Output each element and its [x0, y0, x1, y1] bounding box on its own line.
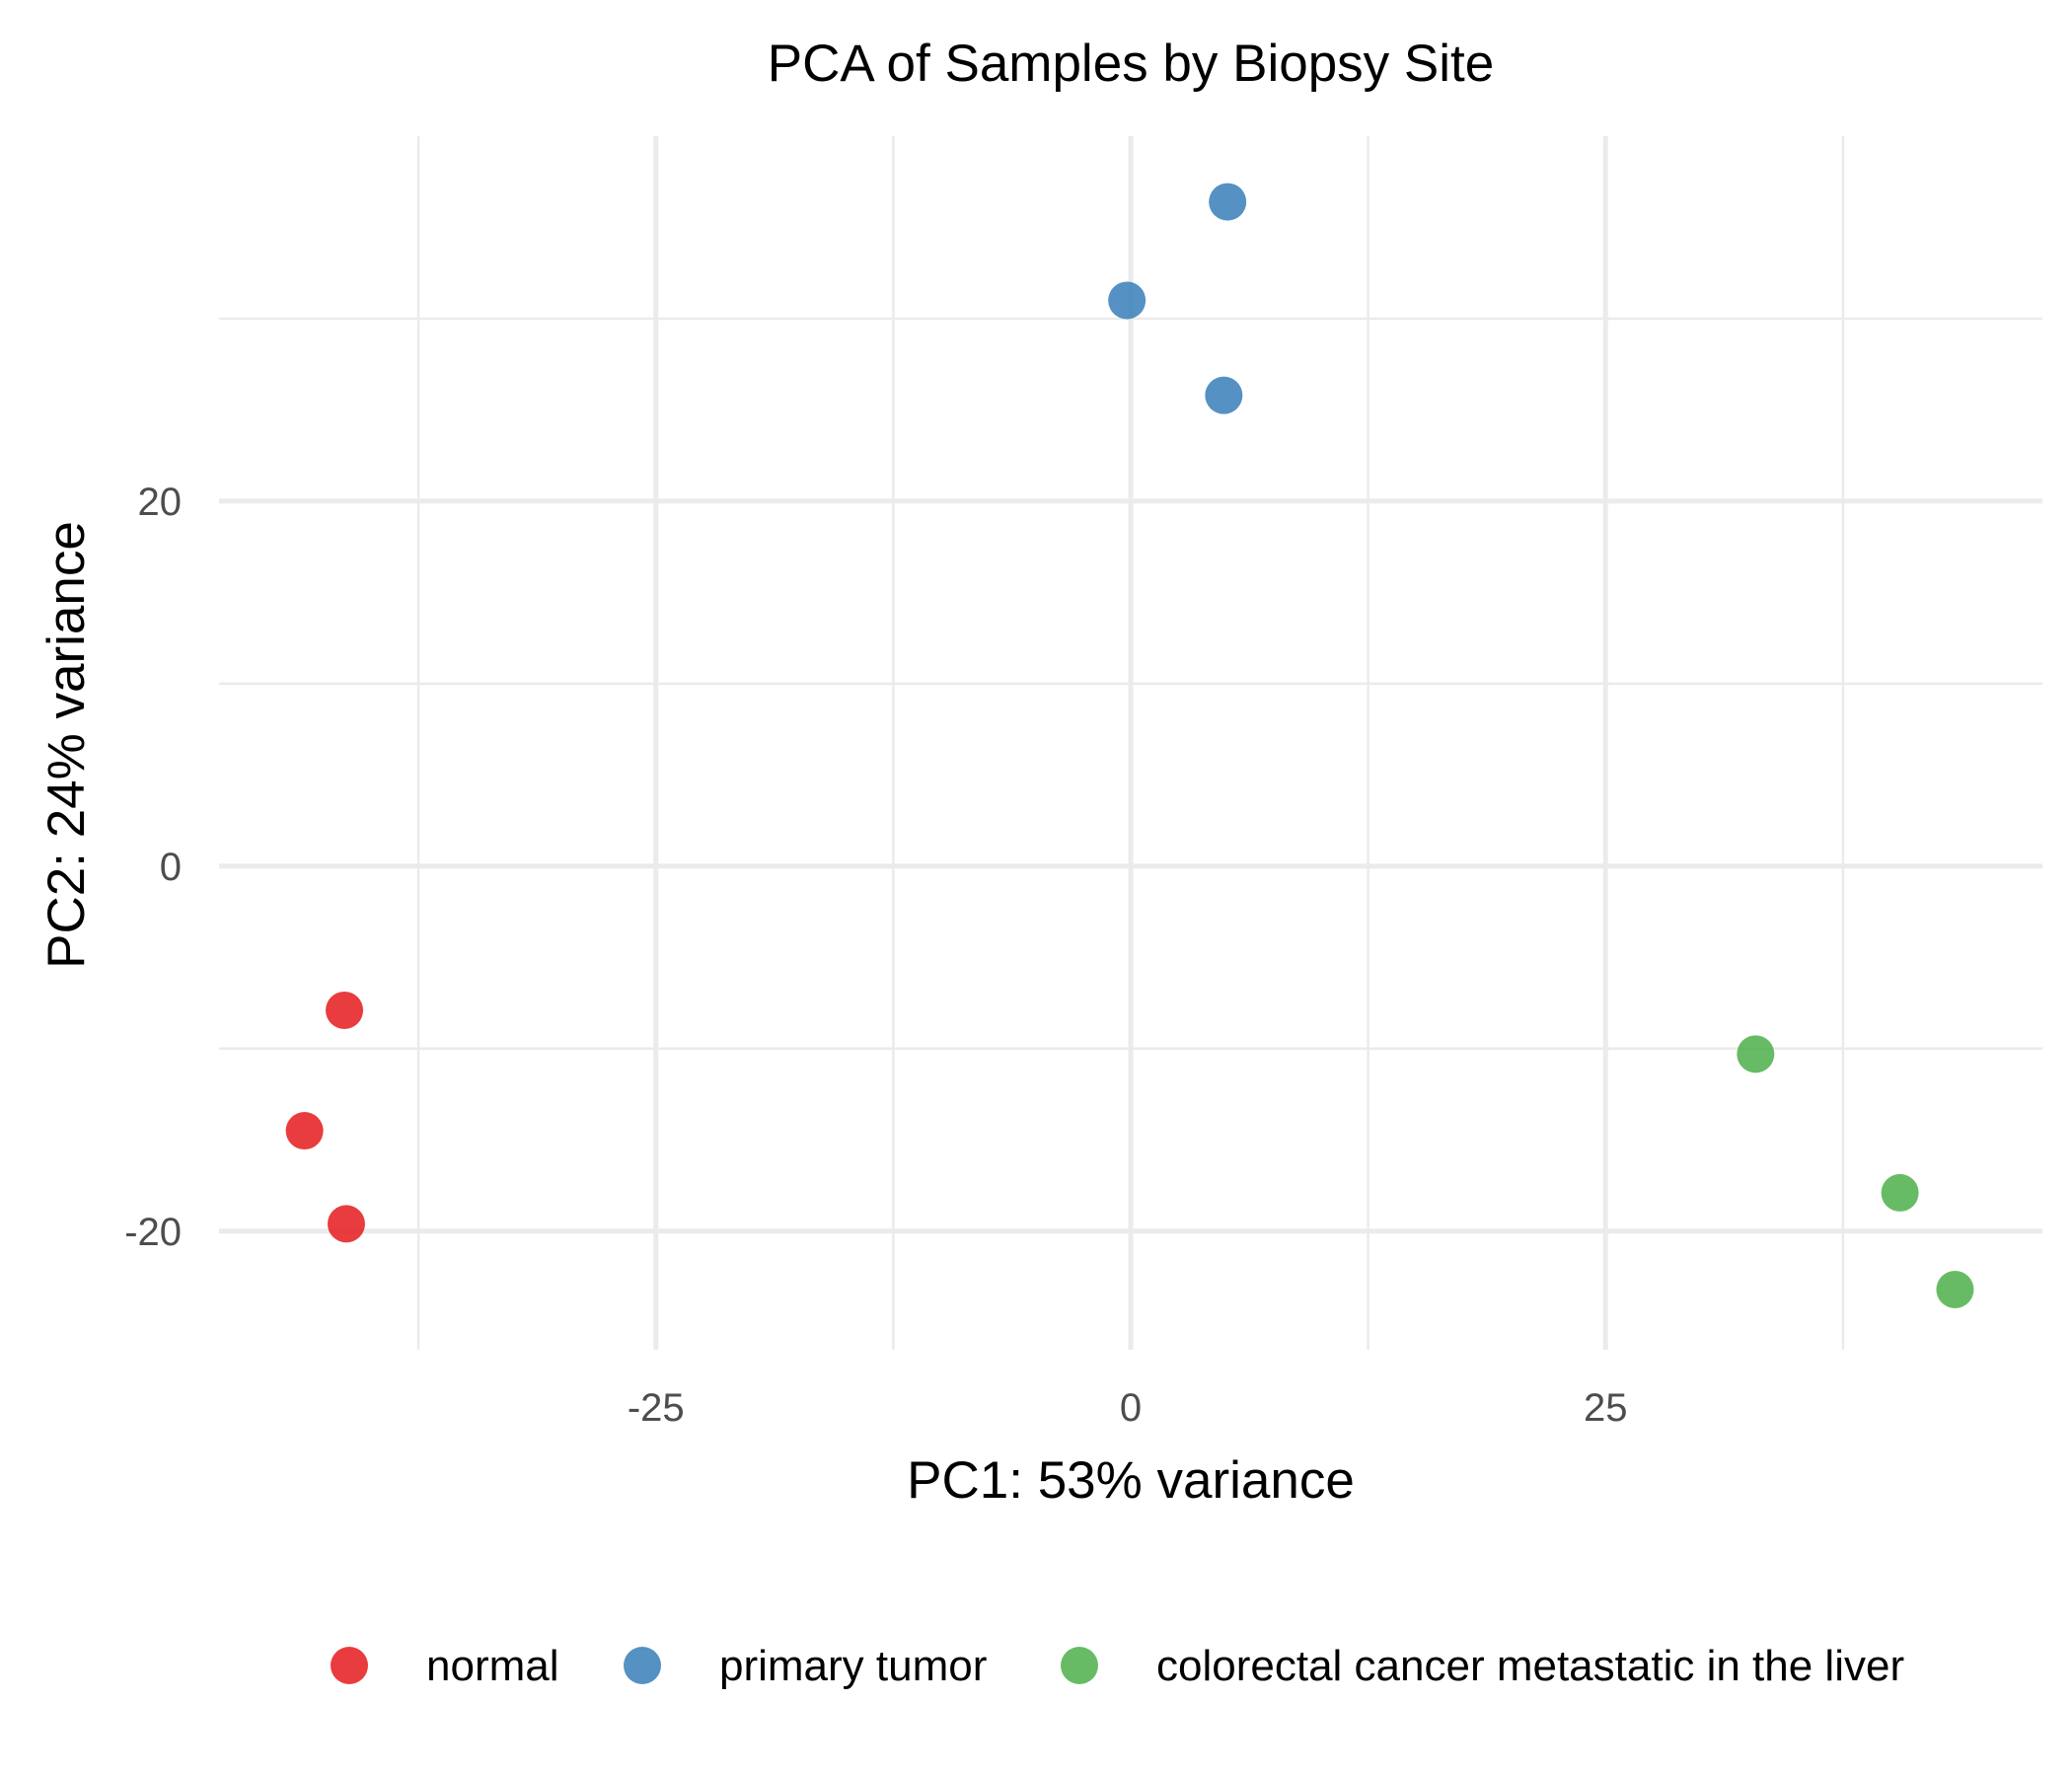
y-axis-title: PC2: 24% variance: [37, 521, 96, 969]
legend-label-colorectal-cancer-metastatic-in-the-liver: colorectal cancer metastatic in the live…: [1156, 1642, 1904, 1690]
data-point-normal: [285, 1112, 324, 1150]
legend-label-primary-tumor: primary tumor: [719, 1642, 987, 1690]
data-point-primary-tumor: [1209, 183, 1247, 221]
x-tick-label: -25: [628, 1386, 685, 1430]
data-point-colorectal-cancer-metastatic-in-the-liver: [1737, 1035, 1775, 1073]
data-point-normal: [326, 991, 364, 1029]
legend-marker-primary-tumor: [624, 1647, 661, 1684]
legend-item-colorectal-cancer-metastatic-in-the-liver: colorectal cancer metastatic in the live…: [1061, 1642, 1904, 1690]
legend: normal primary tumor colorectal cancer m…: [331, 1642, 1904, 1690]
x-tick-label: 0: [1120, 1386, 1142, 1430]
x-tick-label: 25: [1584, 1386, 1628, 1430]
legend-item-normal: normal: [331, 1642, 559, 1690]
legend-label-normal: normal: [426, 1642, 559, 1690]
data-points: [285, 183, 1974, 1308]
chart-title: PCA of Samples by Biopsy Site: [768, 35, 1494, 93]
data-point-colorectal-cancer-metastatic-in-the-liver: [1936, 1270, 1974, 1308]
y-tick-label: 20: [138, 481, 183, 524]
data-point-primary-tumor: [1108, 281, 1147, 320]
legend-marker-normal: [331, 1647, 368, 1684]
data-point-normal: [327, 1205, 365, 1243]
data-point-primary-tumor: [1205, 376, 1243, 414]
tick-labels: -25 0 25 -20 0 20: [124, 481, 1627, 1430]
x-axis-title: PC1: 53% variance: [907, 1451, 1355, 1510]
y-tick-label: -20: [124, 1211, 182, 1254]
legend-item-primary-tumor: primary tumor: [624, 1642, 987, 1690]
y-tick-label: 0: [160, 846, 182, 889]
data-point-colorectal-cancer-metastatic-in-the-liver: [1881, 1173, 1919, 1212]
legend-marker-colorectal-cancer-metastatic-in-the-liver: [1061, 1647, 1098, 1684]
grid-lines: [219, 136, 2042, 1350]
